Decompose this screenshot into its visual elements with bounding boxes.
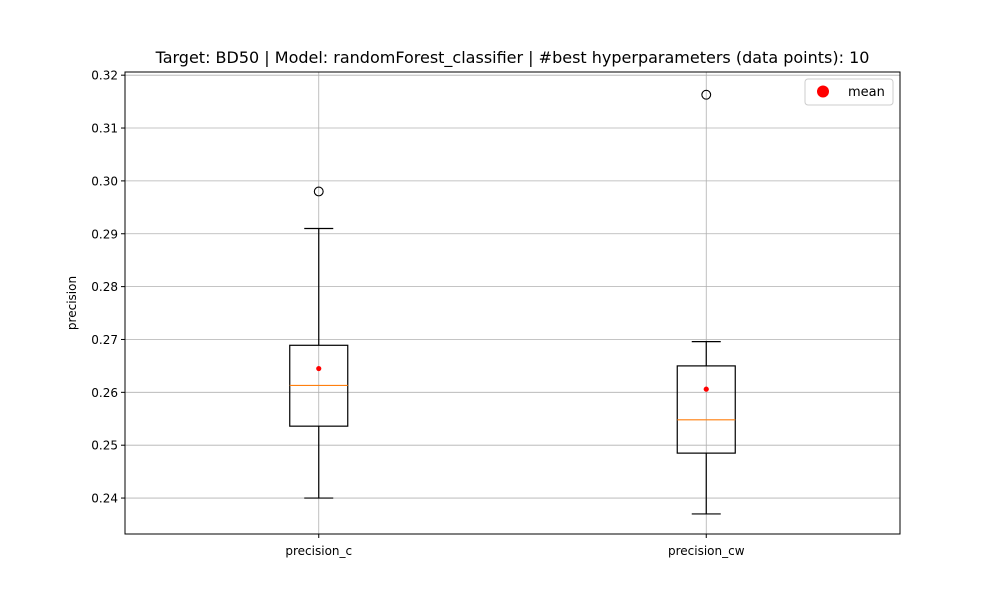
chart-title: Target: BD50 | Model: randomForest_class… — [155, 48, 870, 68]
y-tick-label: 0.32 — [91, 69, 118, 83]
legend-mean-label: mean — [848, 85, 885, 100]
plot-area-frame — [124, 71, 901, 535]
y-tick-label: 0.30 — [91, 174, 118, 188]
y-tick-label: 0.25 — [91, 439, 118, 453]
y-tick-label: 0.26 — [91, 386, 118, 400]
legend: mean — [804, 78, 894, 106]
x-tick-label: precision_c — [285, 544, 352, 558]
y-tick-label: 0.24 — [91, 492, 118, 506]
y-axis-ticks: 0.24 0.25 0.26 0.27 0.28 0.29 0.30 0.31 0.32 — [91, 69, 125, 506]
x-tick-label: precision_cw — [668, 544, 745, 558]
legend-mean-marker — [817, 85, 829, 98]
y-axis-label: precision — [65, 276, 79, 330]
mean-point — [703, 386, 709, 392]
y-tick-label: 0.31 — [91, 122, 118, 136]
legend-frame — [804, 78, 894, 106]
y-tick-label: 0.28 — [91, 280, 118, 294]
outlier-point — [701, 89, 712, 100]
mean-point — [316, 365, 322, 372]
outlier-point — [313, 186, 324, 197]
boxes-layer — [289, 89, 736, 515]
y-tick-label: 0.27 — [91, 333, 118, 347]
x-axis-ticks: precision_c precision_cw — [285, 534, 745, 558]
y-tick-label: 0.29 — [91, 227, 118, 241]
box-iqr — [676, 365, 736, 454]
